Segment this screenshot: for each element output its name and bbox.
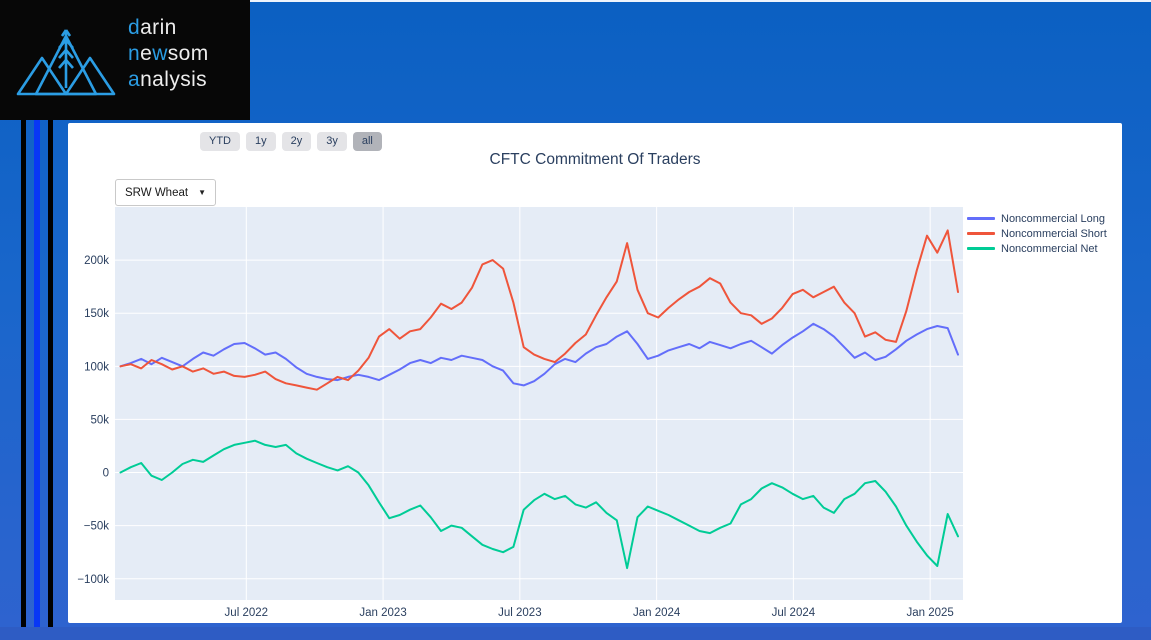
x-tick-label: Jan 2023 (359, 607, 406, 619)
logo-line: analysis (128, 68, 208, 91)
y-tick-label: 100k (84, 361, 109, 373)
x-tick-label: Jan 2024 (633, 607, 681, 619)
y-tick-label: 200k (84, 255, 109, 267)
legend-item-1[interactable]: Noncommercial Short (967, 226, 1107, 241)
series-line-0 (119, 322, 959, 387)
cot-chart[interactable]: 200k 150k 100k 50k 0 −50k −100k Jul 2022 Jan 202… (68, 123, 1122, 623)
range-button-3y[interactable]: 3y (317, 132, 347, 151)
legend-item-0[interactable]: Noncommercial Long (967, 211, 1107, 226)
symbol-select[interactable]: SRW Wheat ▼ (115, 179, 216, 206)
y-tick-label: 50k (90, 414, 109, 426)
legend-swatch (967, 217, 995, 220)
top-hairline (250, 0, 1151, 2)
logo-wordmark: darin newsom analysis (128, 15, 209, 93)
range-button-ytd[interactable]: YTD (200, 132, 240, 151)
x-tick-label: Jul 2022 (225, 607, 268, 619)
logo: darin newsom analysis (0, 0, 250, 120)
left-stripe-black-1 (21, 120, 26, 628)
bottom-strip (0, 627, 1151, 640)
y-tick-label: 0 (103, 468, 109, 480)
y-tick-label: −50k (84, 521, 110, 533)
logo-line: darin (128, 16, 177, 39)
left-stripe-black-2 (48, 120, 53, 628)
left-stripe-blue (34, 120, 40, 628)
series-line-1 (119, 229, 959, 391)
chart-legend: Noncommercial Long Noncommercial Short Non… (967, 211, 1107, 256)
chart-title: CFTC Commitment Of Traders (489, 151, 701, 168)
symbol-select-value: SRW Wheat (125, 186, 189, 199)
range-button-1y[interactable]: 1y (246, 132, 276, 151)
y-tick-label: −100k (77, 574, 109, 586)
range-selector: YTD 1y 2y 3y all (200, 132, 382, 151)
chart-card: YTD 1y 2y 3y all CFTC Commitment Of Traders … (68, 123, 1122, 623)
legend-item-2[interactable]: Noncommercial Net (967, 241, 1107, 256)
y-tick-label: 150k (84, 308, 109, 320)
chevron-down-icon: ▼ (198, 188, 206, 197)
x-tick-label: Jul 2024 (772, 607, 816, 619)
legend-label: Noncommercial Long (1001, 212, 1105, 225)
range-button-2y[interactable]: 2y (281, 132, 312, 151)
legend-label: Noncommercial Short (1001, 227, 1107, 240)
logo-mountains-wheat-icon (16, 18, 116, 105)
series-line-2 (119, 439, 959, 570)
x-tick-label: Jan 2025 (907, 607, 954, 619)
logo-line: newsom (128, 42, 209, 65)
legend-swatch (967, 247, 995, 250)
plot-area[interactable] (115, 207, 963, 600)
range-button-all[interactable]: all (352, 132, 382, 151)
legend-swatch (967, 232, 995, 235)
legend-label: Noncommercial Net (1001, 242, 1098, 255)
x-tick-label: Jul 2023 (498, 607, 541, 619)
